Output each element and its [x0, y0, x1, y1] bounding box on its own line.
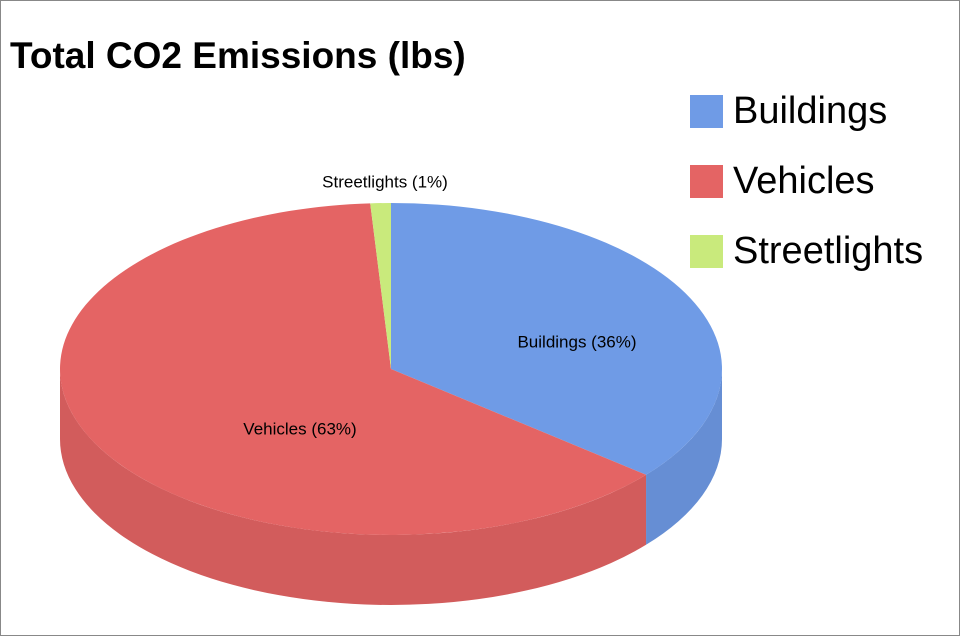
legend-label: Streetlights — [733, 230, 923, 272]
legend-label: Buildings — [733, 90, 887, 132]
slice — [59, 203, 647, 536]
legend-label: Vehicles — [733, 160, 875, 202]
data-label: Buildings (36%) — [517, 332, 636, 351]
legend-swatch — [690, 165, 723, 198]
slice-side-shade — [646, 369, 722, 545]
data-label: Streetlights (1%) — [322, 172, 448, 191]
data-label: Vehicles (63%) — [243, 419, 356, 438]
legend-swatch — [690, 235, 723, 268]
slice — [370, 203, 391, 369]
slice — [391, 203, 722, 475]
slice-side-shade — [60, 369, 647, 605]
chart-title: Total CO2 Emissions (lbs) — [10, 35, 466, 76]
legend-swatch — [690, 95, 723, 128]
slice-side — [60, 369, 647, 605]
slice-side — [646, 369, 722, 545]
